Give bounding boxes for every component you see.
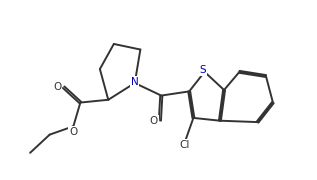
Text: O: O [69, 127, 77, 137]
Text: O: O [53, 82, 61, 92]
Text: Cl: Cl [180, 140, 190, 150]
Text: N: N [131, 77, 139, 87]
Text: S: S [200, 66, 206, 75]
Text: O: O [150, 116, 158, 126]
